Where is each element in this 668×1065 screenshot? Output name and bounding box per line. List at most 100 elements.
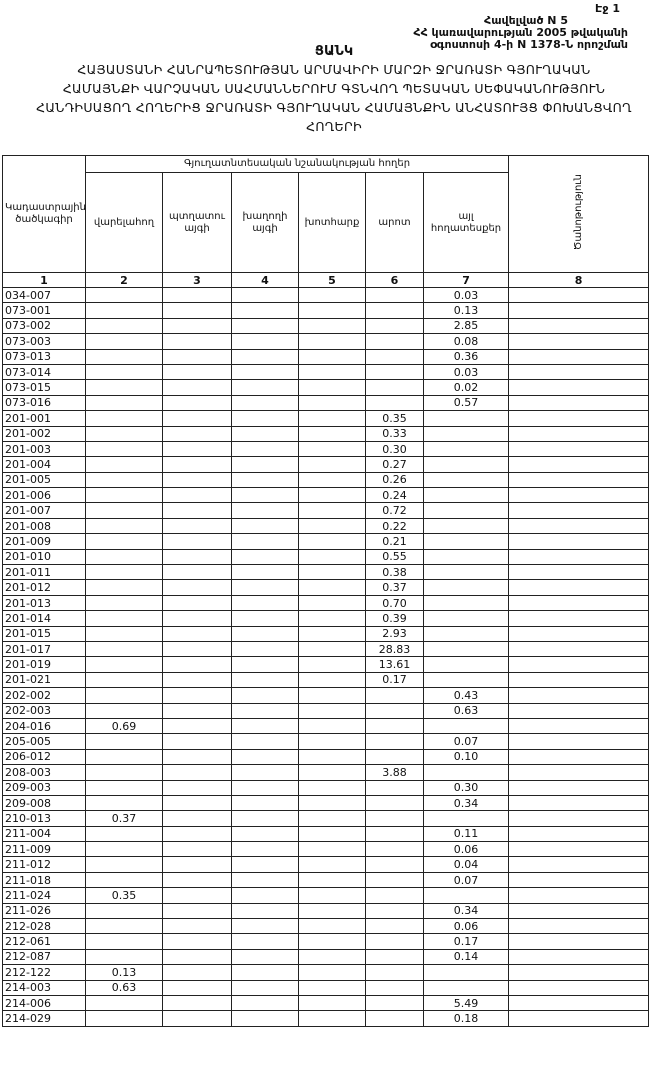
cadastral-code: 212-028: [2, 918, 86, 935]
area-cell: [162, 933, 232, 950]
area-cell: [85, 656, 163, 673]
area-cell: [422, 456, 510, 473]
area-cell: [298, 841, 366, 858]
note-cell: [508, 548, 650, 566]
area-cell: 5.49: [422, 994, 510, 1012]
area-cell: [85, 702, 163, 719]
area-cell: [231, 779, 299, 796]
area-cell: [231, 856, 299, 873]
area-cell: 0.22: [365, 517, 424, 535]
note-cell: [508, 887, 650, 904]
cadastral-code: 201-013: [2, 594, 86, 612]
area-cell: 0.30: [422, 779, 510, 796]
cadastral-code: 204-016: [2, 717, 86, 735]
area-cell: [231, 348, 299, 365]
area-cell: 0.38: [365, 564, 424, 581]
area-cell: [298, 640, 366, 658]
area-cell: 0.06: [422, 841, 510, 858]
subtitle-line: ՀԱՅԱՍՏԱՆԻ ՀԱՆՐԱՊԵՏՈՒԹՅԱՆ ԱՐՄԱՎԻՐԻ ՄԱՐԶԻ …: [77, 62, 591, 77]
area-cell: [298, 887, 366, 904]
area-cell: [85, 517, 163, 535]
area-cell: [365, 333, 424, 350]
area-cell: [231, 625, 299, 642]
area-cell: [298, 656, 366, 673]
area-cell: [85, 1010, 163, 1027]
note-cell: [508, 410, 650, 427]
area-cell: [298, 610, 366, 627]
note-cell: [508, 902, 650, 920]
area-cell: [298, 333, 366, 350]
area-cell: 0.37: [85, 810, 163, 827]
area-cell: [85, 841, 163, 858]
cadastral-code: 201-003: [2, 440, 86, 458]
note-cell: [508, 933, 650, 950]
note-cell: [508, 964, 650, 981]
cadastral-code: 214-006: [2, 994, 86, 1012]
cadastral-code: 201-011: [2, 564, 86, 581]
area-cell: [298, 425, 366, 442]
area-cell: [85, 363, 163, 381]
cadastral-code: 201-008: [2, 517, 86, 535]
area-cell: [231, 610, 299, 627]
area-cell: [422, 717, 510, 735]
decree-line: ՀՀ կառավարության 2005 թվականի: [413, 26, 628, 39]
area-cell: [365, 825, 424, 843]
note-cell: [508, 671, 650, 689]
cadastral-code: 212-122: [2, 964, 86, 981]
column-number: 5: [298, 272, 366, 288]
area-cell: [162, 656, 232, 673]
area-cell: [422, 440, 510, 458]
cadastral-code: 211-018: [2, 871, 86, 889]
note-cell: [508, 810, 650, 827]
land-table: Կադաստրային ծածկագիր Գյուղատնտեսական նշա…: [2, 155, 650, 1027]
area-cell: [231, 363, 299, 381]
area-cell: [85, 548, 163, 566]
cadastral-code: 214-029: [2, 1010, 86, 1027]
area-cell: [298, 979, 366, 996]
area-cell: 0.33: [365, 425, 424, 442]
area-cell: [298, 579, 366, 596]
area-cell: [365, 964, 424, 981]
area-cell: [162, 994, 232, 1012]
subtitle: ՀԱՅԱՍՏԱՆԻ ՀԱՆՐԱՊԵՏՈՒԹՅԱՆ ԱՐՄԱՎԻՐԻ ՄԱՐԶԻ …: [0, 60, 668, 136]
area-cell: [85, 640, 163, 658]
note-cell: [508, 733, 650, 750]
table-row: 212-087 0.14: [2, 948, 650, 966]
area-cell: [422, 533, 510, 550]
area-cell: 3.88: [365, 764, 424, 781]
area-cell: 0.04: [422, 856, 510, 873]
cadastral-code: 201-015: [2, 625, 86, 642]
header-cell: պտղատու այգի: [162, 172, 232, 273]
note-cell: [508, 717, 650, 735]
area-cell: [231, 564, 299, 581]
decree-line: օգոստոսի 4-ի N 1378-Ն որոշման: [429, 38, 628, 51]
area-cell: [85, 533, 163, 550]
area-cell: [298, 733, 366, 750]
cadastral-code: 202-002: [2, 687, 86, 704]
area-cell: [231, 918, 299, 935]
table-row: 212-028 0.06: [2, 918, 650, 935]
table-row: 201-008 0.22: [2, 517, 650, 535]
area-cell: [298, 502, 366, 519]
area-cell: [365, 841, 424, 858]
area-cell: [162, 594, 232, 612]
table-row: 201-004 0.27: [2, 456, 650, 473]
note-cell: [508, 286, 650, 304]
area-cell: [298, 548, 366, 566]
area-cell: [162, 564, 232, 581]
cadastral-code: 073-003: [2, 333, 86, 350]
subtitle-line: ՀԱՄԱՅՆՔԻ ՎԱՐՉԱԿԱՆ ՍԱՀՄԱՆՆԵՐՈՒՄ ԳՏՆՎՈՂ ՊԵ…: [62, 81, 606, 96]
header-cell: Կադաստրային ծածկագիր: [2, 155, 86, 273]
area-cell: [365, 687, 424, 704]
area-cell: [162, 363, 232, 381]
area-cell: [85, 302, 163, 319]
area-cell: [231, 748, 299, 766]
area-cell: [231, 502, 299, 519]
area-cell: [231, 948, 299, 966]
area-cell: [162, 748, 232, 766]
area-cell: [298, 794, 366, 812]
area-cell: [162, 286, 232, 304]
area-cell: [298, 317, 366, 335]
area-cell: [298, 533, 366, 550]
area-cell: [162, 548, 232, 566]
